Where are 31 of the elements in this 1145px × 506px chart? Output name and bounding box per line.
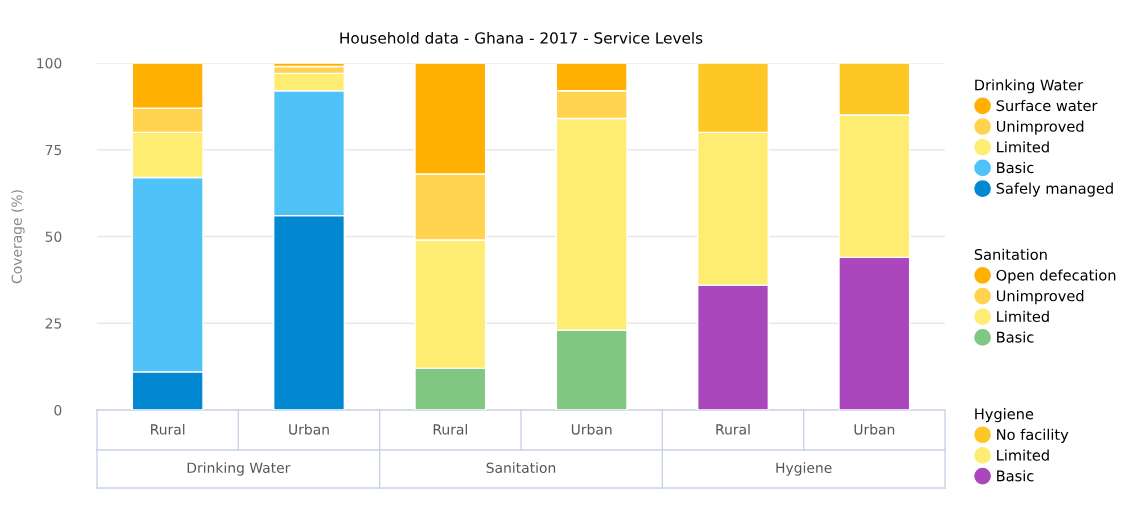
legend-label: Safely managed xyxy=(996,182,1113,197)
legend-label: Basic xyxy=(997,331,1034,343)
y-tick-label: 50 xyxy=(45,231,62,242)
x-tick-label: Urban xyxy=(854,423,895,435)
x-tick-label: Urban xyxy=(571,423,612,435)
legend-label: Limited xyxy=(997,141,1049,153)
text: Sanitation xyxy=(974,248,1047,260)
y-tick-label: 75 xyxy=(45,144,62,156)
legend-label: Limited xyxy=(997,449,1049,461)
text: Drinking Water xyxy=(975,79,1084,94)
x-tick-label: Urban xyxy=(289,423,329,435)
legend-label: Limited xyxy=(997,310,1049,323)
x-tick-label: Rural xyxy=(151,423,185,435)
y-tick-label: 0 xyxy=(54,404,62,416)
text: Hygiene xyxy=(975,408,1034,423)
x-tick-label: Rural xyxy=(716,423,750,435)
legend-label: Basic xyxy=(997,161,1034,174)
legend-label: No facility xyxy=(997,428,1069,443)
text: Hygiene xyxy=(776,462,832,476)
legend-label: Unimproved xyxy=(996,120,1084,135)
x-tick-label: Rural xyxy=(433,423,467,435)
legend-label: Open defecation xyxy=(996,269,1116,284)
y-tick-label: 100 xyxy=(37,57,62,69)
legend-label: Surface water xyxy=(996,99,1098,112)
text: Drinking Water xyxy=(187,462,291,476)
y-axis-title: Coverage (%) xyxy=(11,190,25,284)
text: Sanitation xyxy=(486,462,556,474)
legend-label: Unimproved xyxy=(996,290,1084,305)
legend-label: Basic xyxy=(997,470,1034,482)
y-tick-label: 25 xyxy=(45,318,62,329)
chart-title: Household data - Ghana - 2017 - Service Levels xyxy=(340,31,703,44)
